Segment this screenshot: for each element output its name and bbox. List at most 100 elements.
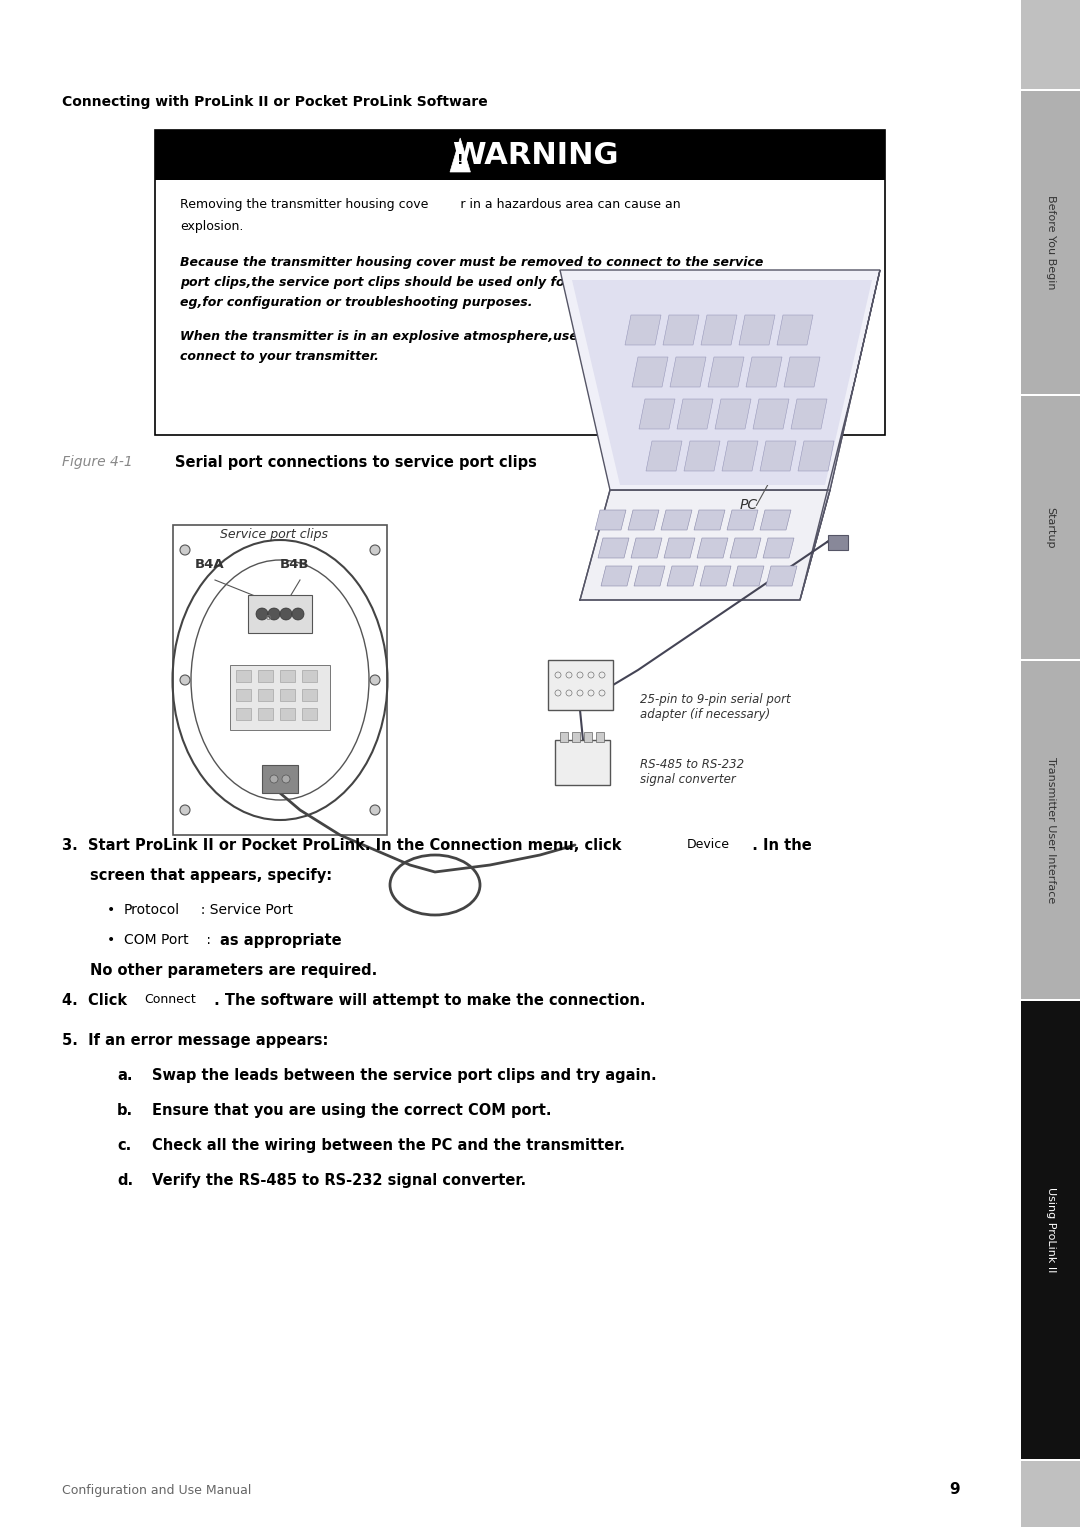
Polygon shape — [791, 399, 827, 429]
Bar — [258, 670, 273, 683]
Polygon shape — [600, 567, 632, 586]
Bar — [596, 731, 604, 742]
Text: Serial port connections to service port clips: Serial port connections to service port … — [175, 455, 537, 470]
Text: 4.  Click: 4. Click — [62, 993, 127, 1008]
Polygon shape — [664, 538, 696, 557]
Polygon shape — [746, 357, 782, 386]
Text: Protocol: Protocol — [124, 902, 180, 918]
Text: Ensure that you are using the correct COM port.: Ensure that you are using the correct CO… — [152, 1102, 552, 1118]
Circle shape — [180, 805, 190, 815]
Polygon shape — [708, 357, 744, 386]
Bar — [258, 709, 273, 721]
Text: explosion.: explosion. — [180, 220, 243, 234]
Text: B4A: B4A — [195, 557, 225, 571]
Polygon shape — [701, 315, 737, 345]
Text: . The software will attempt to make the connection.: . The software will attempt to make the … — [210, 993, 646, 1008]
Text: port clips,the service port clips should be used only for temporary connections,: port clips,the service port clips should… — [180, 276, 743, 289]
Polygon shape — [663, 315, 699, 345]
Text: •: • — [107, 933, 116, 947]
Bar — [1021, 89, 1080, 92]
Text: o: o — [265, 612, 270, 621]
Polygon shape — [777, 315, 813, 345]
Bar — [280, 689, 295, 701]
Polygon shape — [450, 137, 471, 173]
Polygon shape — [598, 538, 629, 557]
Text: Connect: Connect — [144, 993, 195, 1006]
Bar — [237, 670, 251, 683]
Circle shape — [370, 805, 380, 815]
Text: No other parameters are required.: No other parameters are required. — [90, 964, 377, 977]
Polygon shape — [784, 357, 820, 386]
Bar — [173, 525, 387, 835]
Text: eg,for configuration or troubleshooting purposes.: eg,for configuration or troubleshooting … — [180, 296, 532, 308]
Circle shape — [370, 545, 380, 554]
Polygon shape — [760, 510, 791, 530]
Bar — [248, 596, 312, 634]
Polygon shape — [697, 538, 728, 557]
Polygon shape — [639, 399, 675, 429]
Text: Service port clips: Service port clips — [220, 528, 328, 541]
Text: WARNING: WARNING — [451, 140, 618, 169]
Text: Startup: Startup — [1045, 507, 1055, 548]
Polygon shape — [700, 567, 731, 586]
Text: 3.  Start ProLink II or Pocket ProLink. In the Connection menu, click: 3. Start ProLink II or Pocket ProLink. I… — [62, 838, 621, 854]
Text: d.: d. — [117, 1173, 133, 1188]
Polygon shape — [572, 279, 872, 486]
Bar — [828, 534, 848, 550]
Text: RS-485 to RS-232
signal converter: RS-485 to RS-232 signal converter — [640, 757, 744, 786]
Text: Before You Begin: Before You Begin — [1045, 195, 1055, 290]
Polygon shape — [580, 490, 831, 600]
Circle shape — [280, 608, 292, 620]
Text: When the transmitter is in an explosive atmosphere,use a different method to: When the transmitter is in an explosive … — [180, 330, 734, 344]
Bar — [302, 689, 318, 701]
Circle shape — [292, 608, 303, 620]
Bar — [302, 670, 318, 683]
Polygon shape — [627, 510, 659, 530]
Polygon shape — [646, 441, 681, 470]
Bar — [584, 731, 592, 742]
Text: Removing the transmitter housing cove        r in a hazardous area can cause an: Removing the transmitter housing cove r … — [180, 199, 680, 211]
Polygon shape — [561, 270, 880, 490]
Polygon shape — [694, 510, 725, 530]
Text: Transmitter User Interface: Transmitter User Interface — [1045, 757, 1055, 902]
Bar — [1021, 394, 1080, 395]
Text: Connecting with ProLink II or Pocket ProLink Software: Connecting with ProLink II or Pocket Pro… — [62, 95, 488, 108]
Circle shape — [180, 675, 190, 686]
Text: . In the: . In the — [742, 838, 812, 854]
Bar — [302, 709, 318, 721]
Text: Figure 4-1: Figure 4-1 — [62, 455, 133, 469]
Bar — [156, 130, 885, 435]
Bar — [548, 660, 613, 710]
Text: as appropriate: as appropriate — [220, 933, 341, 948]
Text: :: : — [202, 933, 215, 947]
Text: c.: c. — [117, 1138, 132, 1153]
Polygon shape — [760, 441, 796, 470]
Text: Configuration and Use Manual: Configuration and Use Manual — [62, 1484, 252, 1496]
Bar — [258, 689, 273, 701]
Polygon shape — [595, 510, 626, 530]
Text: 25-pin to 9-pin serial port
adapter (if necessary): 25-pin to 9-pin serial port adapter (if … — [640, 693, 791, 721]
Polygon shape — [625, 315, 661, 345]
Bar — [262, 765, 298, 793]
Text: Because the transmitter housing cover must be removed to connect to the service: Because the transmitter housing cover mu… — [180, 257, 764, 269]
Polygon shape — [766, 567, 797, 586]
Polygon shape — [715, 399, 751, 429]
Text: Swap the leads between the service port clips and try again.: Swap the leads between the service port … — [152, 1067, 657, 1083]
Circle shape — [370, 675, 380, 686]
Text: !: ! — [457, 153, 463, 166]
Bar — [237, 689, 251, 701]
Polygon shape — [733, 567, 764, 586]
Bar — [1021, 660, 1080, 661]
Bar — [572, 731, 580, 742]
Circle shape — [270, 776, 278, 783]
Text: Device: Device — [687, 838, 730, 851]
Circle shape — [268, 608, 280, 620]
Text: B4B: B4B — [280, 557, 310, 571]
Bar — [555, 741, 610, 785]
Bar — [1021, 0, 1080, 90]
Circle shape — [282, 776, 291, 783]
Text: 5.  If an error message appears:: 5. If an error message appears: — [62, 1032, 328, 1048]
Text: 9: 9 — [949, 1483, 960, 1496]
Bar — [1021, 90, 1080, 395]
Bar — [156, 130, 885, 180]
